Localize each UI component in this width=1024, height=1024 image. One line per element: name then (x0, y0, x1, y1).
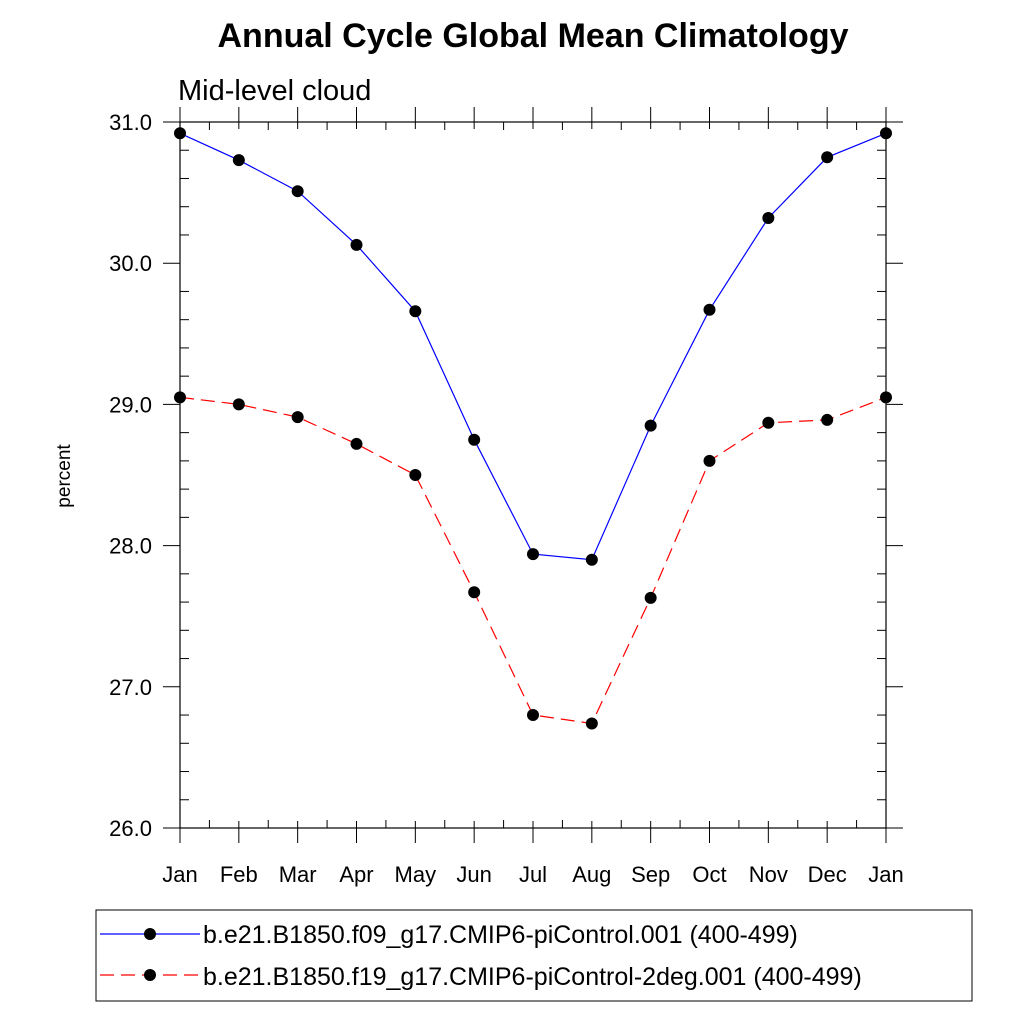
series-1-point (762, 212, 775, 225)
series-layer (174, 127, 892, 730)
y-tick-label: 28.0 (109, 534, 152, 559)
series-1-point (880, 127, 892, 140)
series-1-point (527, 548, 539, 561)
series-1-point (350, 238, 363, 251)
x-tick-label: Sep (631, 862, 670, 887)
series-2-point (527, 709, 539, 722)
y-axis-label: percent (54, 444, 75, 508)
series-1-point (174, 127, 186, 140)
series-2-point (232, 398, 245, 411)
series-2-point (644, 591, 657, 604)
x-tick-label: Oct (692, 862, 726, 887)
y-tick-label: 26.0 (109, 816, 152, 841)
x-tick-label: Nov (749, 862, 788, 887)
legend-marker-series-1 (144, 928, 156, 940)
x-tick-label: Jan (868, 862, 903, 887)
y-tick-label: 27.0 (109, 675, 152, 700)
series-1-point (409, 305, 422, 318)
series-1-point (821, 151, 834, 164)
y-tick-label: 29.0 (109, 392, 152, 417)
series-2-point (880, 391, 892, 404)
x-tick-label: Jan (162, 862, 197, 887)
series-line-2 (179, 396, 887, 725)
x-tick-label: Jun (456, 862, 491, 887)
chart-subtitle: Mid-level cloud (178, 75, 371, 107)
series-2-point (468, 586, 481, 599)
axes: 26.0 27.0 28.0 29.0 30.0 31.0 Jan Feb Mar Apr May J… (109, 107, 904, 887)
x-tick-label: Feb (220, 862, 258, 887)
x-tick-label: Jul (519, 862, 547, 887)
x-tick-label: Mar (279, 862, 317, 887)
y-tick-label: 30.0 (109, 251, 152, 276)
x-tick-label: Dec (808, 862, 847, 887)
chart-title: Annual Cycle Global Mean Climatology (218, 17, 849, 55)
series-1-point (703, 303, 716, 316)
legend-label-series-2: b.e21.B1850.f19_g17.CMIP6-piControl-2deg… (203, 963, 862, 991)
series-2-point (762, 416, 775, 429)
x-tick-label: May (395, 862, 437, 887)
series-2-point (821, 413, 834, 426)
series-2-point (585, 717, 598, 730)
series-1-point (585, 553, 598, 566)
legend-marker-series-2 (144, 969, 156, 981)
legend-label-series-1: b.e21.B1850.f09_g17.CMIP6-piControl.001 … (203, 921, 798, 949)
series-2-point (291, 411, 304, 424)
series-1-point (232, 154, 245, 167)
x-tick-label: Apr (339, 862, 373, 887)
series-2-point (350, 437, 363, 450)
series-1-point (644, 419, 657, 432)
series-2-point (174, 391, 186, 404)
legend-box (95, 909, 973, 1002)
series-line-1 (179, 132, 887, 561)
x-tick-label: Aug (572, 862, 611, 887)
legend: b.e21.B1850.f09_g17.CMIP6-piControl.001 … (95, 909, 973, 1002)
series-2-point (409, 469, 422, 481)
plot-frame (179, 121, 887, 829)
series-1-point (468, 433, 481, 446)
series-2-point (703, 454, 716, 467)
y-tick-label: 31.0 (109, 110, 152, 135)
series-1-point (291, 185, 304, 198)
